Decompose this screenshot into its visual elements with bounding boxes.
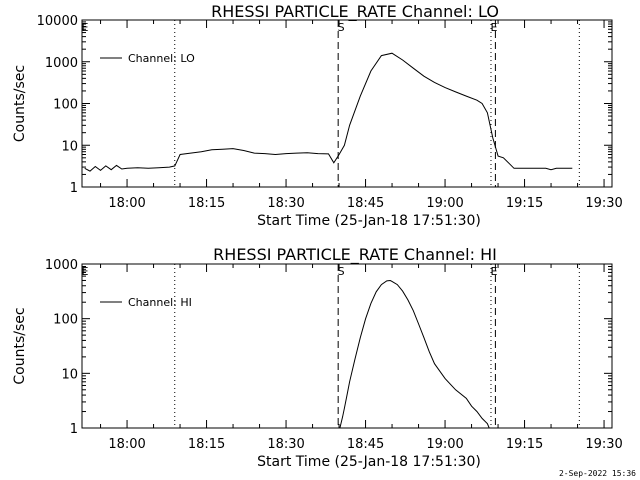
chart-panel-hi: RHESSI PARTICLE_RATE Channel: HI Start Ti… bbox=[12, 245, 623, 470]
x-tick-label: 18:00 bbox=[108, 437, 145, 452]
x-tick-label: 19:30 bbox=[585, 196, 622, 211]
time-marker-label: E bbox=[491, 265, 498, 278]
legend-label: Channel: LO bbox=[128, 52, 195, 65]
y-tick-label: 1 bbox=[70, 181, 78, 196]
plot-timestamp: 2-Sep-2022 15:36 bbox=[558, 469, 636, 478]
y-tick-label: 1 bbox=[70, 422, 78, 437]
plot-frame bbox=[81, 263, 613, 429]
x-axis-label: Start Time (25-Jan-18 17:51:30) bbox=[257, 454, 481, 470]
x-tick-label: 19:00 bbox=[426, 437, 463, 452]
y-tick-label: 100 bbox=[53, 313, 78, 328]
x-tick-label: 18:45 bbox=[347, 196, 384, 211]
time-marker-label: S bbox=[338, 265, 345, 278]
x-tick-label: 19:15 bbox=[506, 196, 543, 211]
y-tick-label: 1000 bbox=[45, 56, 78, 71]
chart-title: RHESSI PARTICLE_RATE Channel: HI bbox=[213, 245, 497, 265]
x-tick-label: 18:30 bbox=[267, 196, 304, 211]
time-marker-label: E bbox=[491, 21, 498, 34]
time-marker-label: E bbox=[82, 21, 89, 34]
y-tick-label: 10 bbox=[61, 367, 78, 382]
x-axis-label: Start Time (25-Jan-18 17:51:30) bbox=[257, 213, 481, 229]
chart-title: RHESSI PARTICLE_RATE Channel: LO bbox=[211, 2, 499, 22]
x-tick-label: 18:15 bbox=[188, 437, 225, 452]
plot-frame bbox=[81, 19, 613, 188]
series-line bbox=[84, 52, 573, 172]
time-marker-label: S bbox=[338, 21, 345, 34]
y-tick-label: 10 bbox=[61, 139, 78, 154]
chart-panel-lo: RHESSI PARTICLE_RATE Channel: LO Start Ti… bbox=[12, 2, 623, 229]
x-tick-label: 18:15 bbox=[188, 196, 225, 211]
y-axis-label: Counts/sec bbox=[12, 65, 28, 142]
time-marker-label: E bbox=[82, 265, 89, 278]
series-line bbox=[339, 279, 490, 429]
x-tick-label: 18:00 bbox=[108, 196, 145, 211]
y-tick-label: 1000 bbox=[45, 258, 78, 273]
x-tick-label: 18:30 bbox=[267, 437, 304, 452]
y-axis-label: Counts/sec bbox=[12, 307, 28, 384]
legend-label: Channel: HI bbox=[128, 296, 192, 309]
x-tick-label: 19:15 bbox=[506, 437, 543, 452]
y-tick-label: 100 bbox=[53, 98, 78, 113]
x-tick-label: 19:30 bbox=[585, 437, 622, 452]
x-tick-label: 18:45 bbox=[347, 437, 384, 452]
x-tick-label: 19:00 bbox=[426, 196, 463, 211]
y-tick-label: 10000 bbox=[37, 14, 78, 29]
